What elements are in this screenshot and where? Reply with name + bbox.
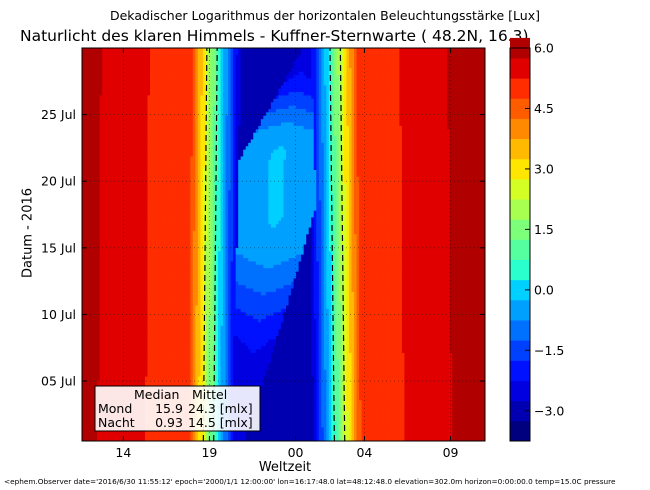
heatmap-area xyxy=(82,48,486,442)
